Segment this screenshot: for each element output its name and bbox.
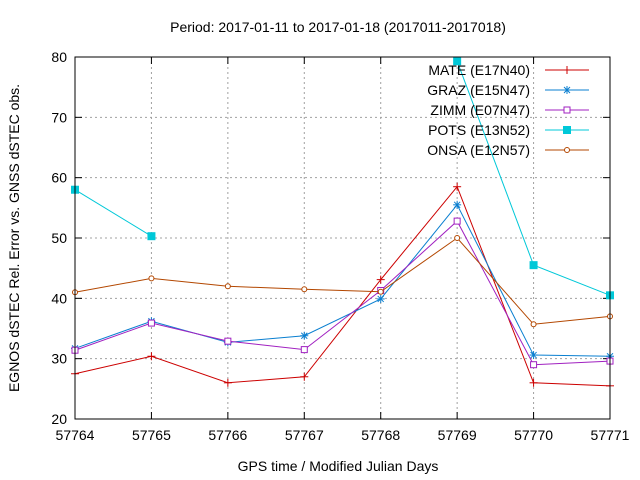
star-marker-stroke <box>453 201 461 209</box>
circle-marker <box>301 286 308 293</box>
y-tick-labels: 20 30 40 50 60 70 80 <box>51 49 67 427</box>
series-line-graz <box>74 203 611 357</box>
star-marker <box>529 351 538 360</box>
y-axis-label: EGNOS dSTEC Rel. Error vs. GNSS dSTEC ob… <box>6 84 22 392</box>
filled-square-marker <box>563 126 571 134</box>
circle-marker <box>564 147 570 153</box>
x-tick-label: 57769 <box>438 427 477 443</box>
y-tick-label: 80 <box>51 49 67 65</box>
series-zimm <box>71 217 614 369</box>
circle-marker <box>454 235 461 241</box>
star-marker <box>300 331 309 340</box>
square-marker <box>530 361 538 369</box>
x-axis-label: GPS time / Modified Julian Days <box>238 458 439 474</box>
x-tick-label: 57766 <box>208 427 247 443</box>
square-marker <box>224 337 232 345</box>
x-tick-label: 57771 <box>591 427 630 443</box>
x-tick-label: 57764 <box>56 427 95 443</box>
filled-square-marker <box>147 232 156 241</box>
plus-marker <box>529 378 538 387</box>
star-marker <box>453 200 462 209</box>
star-marker <box>376 294 385 303</box>
y-tick-label: 40 <box>51 290 67 306</box>
series-line-mate <box>74 185 611 387</box>
x-tick-label: 57765 <box>132 427 171 443</box>
plot-frame <box>74 56 611 420</box>
series-line-pots <box>74 189 152 237</box>
series-mate <box>71 182 614 390</box>
x-tick-label: 57770 <box>514 427 553 443</box>
filled-square-marker <box>453 57 462 66</box>
x-tick-labels: 57764 57765 57766 57767 57768 57769 57770 57771 <box>56 427 630 443</box>
circle-marker <box>530 321 537 328</box>
star-marker-stroke <box>530 351 537 359</box>
plus-marker <box>453 182 462 191</box>
y-tick-label: 30 <box>51 351 67 367</box>
y-tick-label: 70 <box>51 109 67 125</box>
star-marker-stroke <box>563 86 571 94</box>
y-tick-label: 20 <box>51 411 67 427</box>
star-marker <box>563 86 571 94</box>
series-onsa <box>72 235 613 328</box>
filled-square-marker <box>529 261 538 270</box>
x-tick-label: 57768 <box>361 427 400 443</box>
y-tick-label: 50 <box>51 230 67 246</box>
series-pots <box>71 57 614 300</box>
series-line-onsa <box>74 237 611 325</box>
plus-marker <box>563 66 571 74</box>
legend: MATE (E17N40) GRAZ (E15N47) ZIMM (E07N47) P… <box>427 62 589 158</box>
x-tick-label: 57767 <box>285 427 324 443</box>
legend-label-mate: MATE (E17N40) <box>428 62 530 78</box>
plus-marker <box>147 352 156 361</box>
plus-marker <box>376 275 385 284</box>
y-tick-label: 60 <box>51 170 67 186</box>
legend-label-onsa: ONSA (E12N57) <box>427 142 530 158</box>
circle-marker <box>148 275 155 282</box>
star-marker-stroke <box>300 332 308 340</box>
circle-marker <box>224 283 231 290</box>
plus-marker <box>223 378 232 387</box>
circle-marker <box>377 288 384 295</box>
chart-title: Period: 2017-01-11 to 2017-01-18 (201701… <box>170 19 506 35</box>
square-marker <box>300 346 308 354</box>
square-marker <box>453 217 461 225</box>
square-marker <box>147 319 155 327</box>
star-marker-stroke <box>377 295 385 303</box>
legend-label-graz: GRAZ (E15N47) <box>427 82 530 98</box>
legend-label-zimm: ZIMM (E07N47) <box>430 102 530 118</box>
series-layer <box>71 57 614 390</box>
square-marker <box>563 106 571 114</box>
plus-marker <box>300 372 309 381</box>
legend-label-pots: POTS (E13N52) <box>428 122 530 138</box>
series-line-zimm <box>74 220 611 366</box>
